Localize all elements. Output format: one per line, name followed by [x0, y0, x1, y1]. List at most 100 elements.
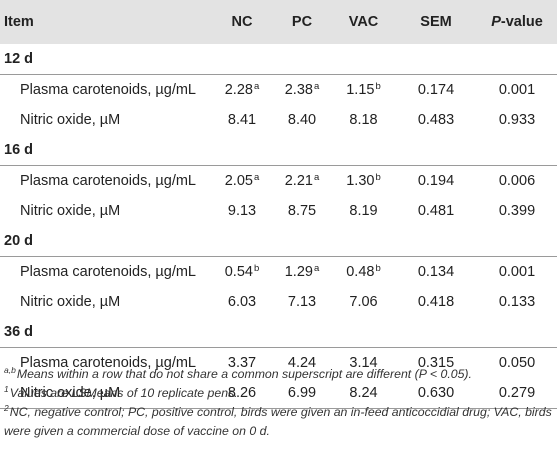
cell-p: 0.006 [498, 173, 536, 189]
cell-nc: 2.05a [212, 166, 272, 196]
cell-nc: 6.03 [212, 287, 272, 317]
cell-pc: 2.21a [272, 166, 332, 196]
cell-pc-superscript: a [313, 263, 320, 275]
table-row: Nitric oxide, µM 9.13 8.75 8.19 0.481 0.399 [0, 196, 557, 226]
cell-pc: 2.38a [272, 74, 332, 104]
cell-vac: 8.18 [332, 105, 395, 135]
header-p-italic: P [491, 14, 501, 30]
cell-pc-value: 2.38 [284, 81, 313, 98]
header-p-value: P-value [477, 0, 557, 44]
cell-vac: 8.24 [332, 378, 395, 410]
cell-nc-value: 3.37 [227, 355, 257, 372]
cell-nc-superscript: b [253, 263, 260, 275]
cell-sem: 0.174 [417, 81, 455, 98]
row-label: Plasma carotenoids, µg/mL [20, 355, 196, 372]
cell-nc-value: 9.13 [227, 203, 257, 220]
cell-nc-superscript: a [253, 80, 260, 92]
group-row: 36 d [0, 317, 557, 349]
cell-vac-value: 7.06 [349, 294, 378, 311]
cell-pc: 4.24 [272, 348, 332, 378]
cell-vac-value: 8.19 [349, 203, 378, 220]
cell-sem: 0.630 [395, 378, 477, 410]
row-label: Plasma carotenoids, µg/mL [20, 173, 196, 189]
footnote-mark: 2 [4, 403, 9, 413]
cell-nc-value: 2.28 [224, 81, 253, 98]
cell-pc-superscript: a [313, 80, 320, 92]
row-label: Nitric oxide, µM [20, 294, 121, 311]
cell-nc-value: 6.03 [227, 294, 257, 311]
cell-p: 0.933 [498, 111, 536, 128]
cell-p: 0.133 [498, 294, 536, 311]
cell-nc-value: 8.26 [227, 385, 257, 402]
header-sem: SEM [420, 14, 452, 30]
cell-nc-superscript: a [253, 172, 260, 183]
group-day-label: 36 d [0, 317, 557, 349]
cell-pc: 8.40 [272, 105, 332, 135]
cell-p: 0.001 [498, 81, 536, 98]
cell-sem: 0.418 [417, 294, 455, 311]
cell-vac-superscript: b [375, 80, 381, 92]
cell-nc: 3.37 [212, 348, 272, 378]
table-header: Item NC PC VAC SEM P-value [0, 0, 557, 44]
cell-nc: 2.28a [212, 74, 272, 104]
group-row: 20 d [0, 226, 557, 258]
group-day-label: 20 d [0, 226, 557, 258]
cell-p: 0.050 [498, 355, 536, 372]
row-label: Plasma carotenoids, µg/mL [20, 264, 196, 281]
header-nc: NC [231, 14, 253, 30]
cell-nc: 8.26 [212, 378, 272, 410]
table-row: Plasma carotenoids, µg/mL 3.37 4.24 3.14 0.3… [0, 348, 557, 378]
table-body: 12 d Plasma carotenoids, µg/mL 2.28a 2.38a 1… [0, 44, 557, 410]
group-row: 16 d [0, 135, 557, 167]
cell-nc: 8.41 [212, 105, 272, 135]
footnote-mark: 1 [4, 384, 9, 394]
cell-pc: 7.13 [272, 287, 332, 317]
header-row: Item NC PC VAC SEM P-value [0, 0, 557, 44]
row-label: Nitric oxide, µM [20, 203, 121, 220]
cell-nc: 9.13 [212, 196, 272, 226]
header-item: Item [4, 14, 34, 30]
cell-vac-value: 8.18 [349, 111, 378, 128]
results-table: Item NC PC VAC SEM P-value 12 d Plasma ca… [0, 0, 557, 410]
cell-pc-value: 6.99 [287, 385, 317, 402]
table-row: Nitric oxide, µM 8.41 8.40 8.18 0.483 0.933 [0, 105, 557, 135]
cell-nc-value: 2.05 [224, 173, 253, 189]
cell-pc: 8.75 [272, 196, 332, 226]
row-label: Nitric oxide, µM [20, 111, 121, 128]
cell-pc: 1.29a [272, 257, 332, 287]
cell-sem: 0.481 [417, 203, 455, 220]
header-p-suffix: -value [500, 14, 543, 30]
header-vac: VAC [348, 14, 379, 30]
table-row: Plasma carotenoids, µg/mL 2.05a 2.21a 1.30b… [0, 166, 557, 196]
cell-pc-value: 7.13 [287, 294, 317, 311]
group-day-label: 12 d [0, 44, 557, 75]
table-row: Nitric oxide, µM 6.03 7.13 7.06 0.418 0.133 [0, 287, 557, 317]
cell-vac-value: 1.30 [346, 173, 375, 189]
footnote-text: Means within a row that do not share a c… [16, 367, 472, 381]
cell-pc-value: 1.29 [284, 264, 313, 281]
cell-vac: 1.30b [332, 166, 395, 196]
cell-p: 0.279 [477, 378, 557, 410]
cell-sem: 0.483 [417, 111, 455, 128]
cell-vac: 8.19 [332, 196, 395, 226]
cell-pc-value: 8.40 [287, 111, 317, 128]
cell-vac: 7.06 [332, 287, 395, 317]
group-row: 12 d [0, 44, 557, 75]
table-row: Nitric oxide, µM 8.26 6.99 8.24 0.630 0.279 [0, 378, 557, 410]
table-row: Plasma carotenoids, µg/mL 0.54b 1.29a 0.48b… [0, 257, 557, 287]
cell-nc-value: 0.54 [224, 264, 253, 281]
cell-p: 0.399 [498, 203, 536, 220]
footnotes: a,bMeans within a row that do not share … [4, 365, 554, 441]
footnote-text: Values are LSMeans of 10 replicate pens. [9, 386, 238, 400]
footnote: 1Values are LSMeans of 10 replicate pens… [4, 384, 554, 403]
header-pc: PC [291, 14, 313, 30]
table-row: Plasma carotenoids, µg/mL 2.28a 2.38a 1.15b… [0, 74, 557, 104]
footnote: a,bMeans within a row that do not share … [4, 365, 554, 384]
cell-vac: 3.14 [332, 348, 395, 378]
cell-p: 0.001 [498, 264, 536, 281]
footnote: 2NC, negative control; PC, positive cont… [4, 403, 554, 441]
row-label: Nitric oxide, µM [0, 378, 212, 410]
cell-pc-value: 4.24 [287, 355, 317, 372]
cell-pc: 6.99 [272, 378, 332, 410]
